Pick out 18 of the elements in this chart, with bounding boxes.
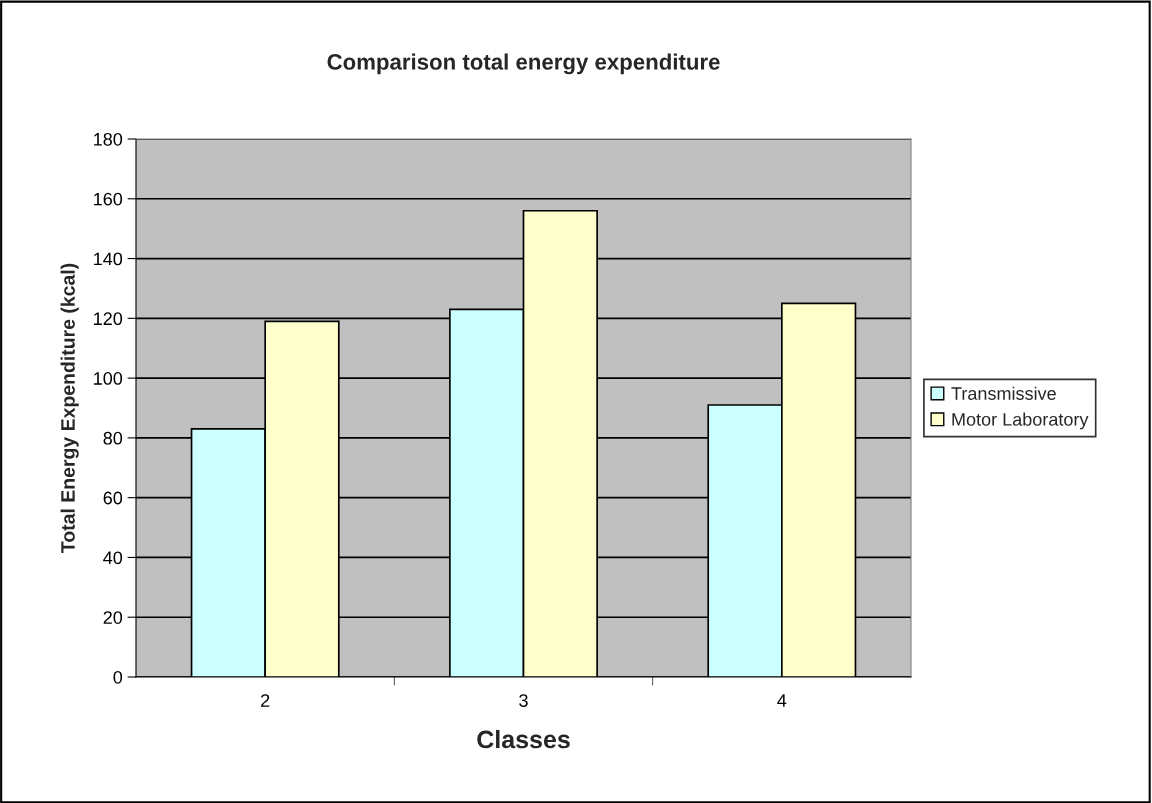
x-tick-label: 3	[519, 694, 528, 707]
y-tick-label: 60	[103, 491, 123, 505]
x-axis-title: Classes	[477, 729, 570, 749]
chart-title: Comparison total energy expenditure	[327, 53, 720, 75]
y-tick-label: 80	[103, 431, 123, 445]
legend-label: Motor Laboratory	[952, 412, 1089, 430]
y-tick-label: 180	[94, 132, 123, 146]
y-tick-label: 0	[113, 670, 123, 684]
y-tick-label: 100	[94, 372, 123, 385]
legend-label: Transmissive	[951, 386, 1056, 400]
y-tick-label: 20	[103, 611, 123, 624]
y-tick-label: 140	[94, 252, 123, 266]
x-tick-label: 4	[777, 694, 787, 707]
x-tick-label: 2	[261, 694, 270, 707]
y-tick-label: 160	[94, 192, 123, 206]
y-axis-title: Total Energy Expenditure (kcal)	[60, 263, 79, 553]
y-tick-label: 120	[94, 312, 123, 326]
y-tick-label: 40	[103, 551, 123, 565]
